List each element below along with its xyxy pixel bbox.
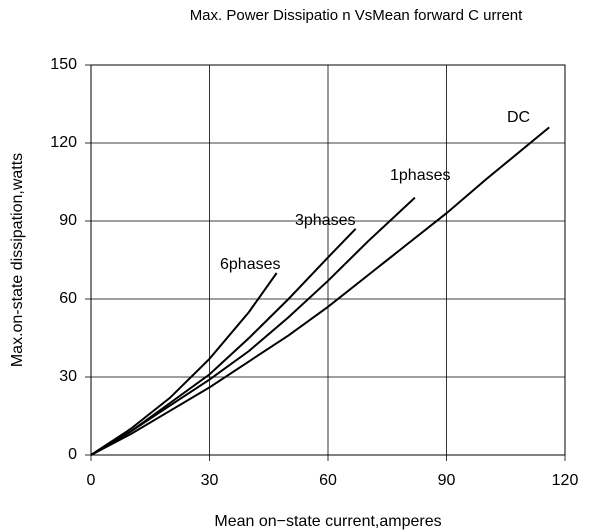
y-tick-label: 150 — [50, 56, 77, 73]
chart-title: Max. Power Dissipatio n VsMean forward C… — [190, 7, 523, 24]
series-line — [90, 272, 278, 456]
series-label: 3phases — [295, 212, 356, 229]
y-tick-label: 90 — [59, 212, 77, 229]
x-tick-label: 90 — [438, 472, 456, 489]
x-axis-label: Mean on−state current,amperes — [214, 513, 441, 530]
x-tick-label: 120 — [552, 472, 579, 489]
y-tick-label: 60 — [59, 290, 77, 307]
series-line — [90, 126, 550, 456]
series-label: DC — [507, 109, 530, 126]
y-tick-label: 0 — [68, 446, 77, 463]
x-tick-label: 0 — [87, 472, 96, 489]
y-axis-label: Max.on-state dissipation,watts — [9, 153, 26, 367]
series-line — [90, 228, 357, 456]
y-tick-label: 120 — [50, 134, 77, 151]
y-tick-label: 30 — [59, 368, 77, 385]
series-label: 6phases — [220, 256, 281, 273]
x-tick-label: 30 — [201, 472, 219, 489]
series-label: 1phases — [390, 167, 451, 184]
x-tick-label: 60 — [319, 472, 337, 489]
series-line — [90, 196, 416, 456]
